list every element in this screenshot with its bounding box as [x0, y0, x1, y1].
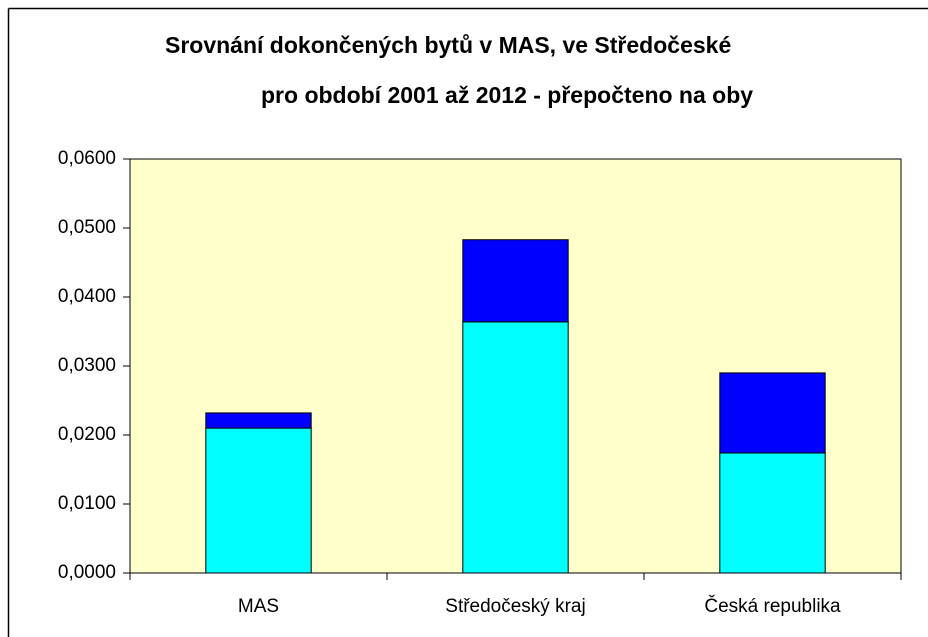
x-tick-label: MAS [238, 596, 279, 617]
chart-title: pro období 2001 až 2012 - přepočteno na … [261, 82, 753, 108]
y-tick-label: 0,0400 [58, 286, 116, 307]
bar-segment [719, 452, 826, 574]
chart-title: Srovnání dokončených bytů v MAS, ve Stře… [165, 32, 731, 58]
bar-segment [205, 412, 312, 429]
y-tick-label: 0,0300 [58, 355, 116, 376]
y-tick-label: 0,0200 [58, 424, 116, 445]
bar-segment [719, 372, 826, 454]
y-tick-label: 0,0000 [58, 562, 116, 583]
y-tick-label: 0,0500 [58, 217, 116, 238]
y-tick-label: 0,0600 [58, 148, 116, 169]
x-tick-label: Česká republika [704, 595, 841, 617]
bar-segment [205, 427, 312, 574]
y-tick-label: 0,0100 [58, 493, 116, 514]
bar-segment [462, 321, 569, 574]
x-tick-label: Středočeský kraj [445, 596, 585, 617]
bar-segment [462, 239, 569, 323]
